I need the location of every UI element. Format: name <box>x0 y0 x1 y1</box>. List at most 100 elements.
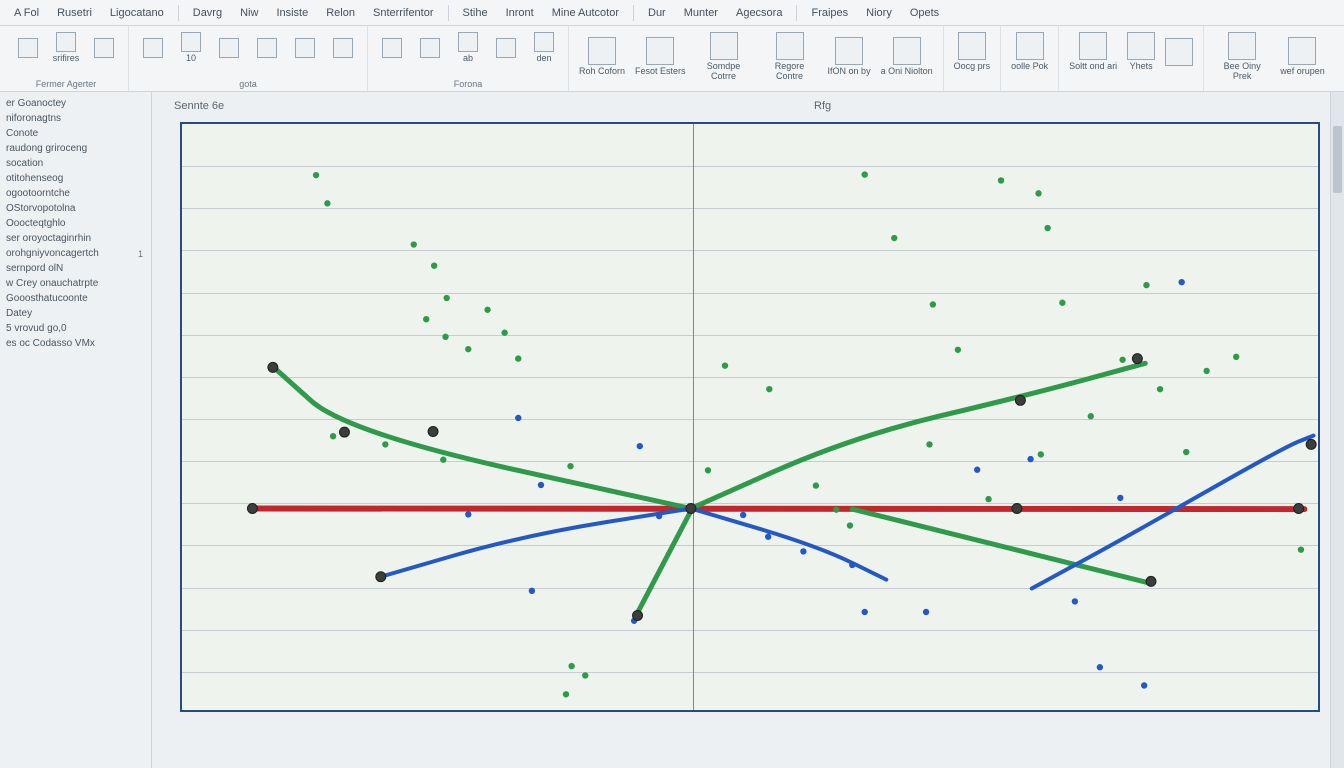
menu-item[interactable]: Ligocatano <box>102 5 172 21</box>
sidebar-item-label: OStorvopotolna <box>6 203 76 214</box>
tool-c6-label: a Oni Niolton <box>881 67 933 77</box>
sidebar-item[interactable]: sernpord olN <box>0 261 151 276</box>
tool-3[interactable] <box>88 30 120 66</box>
tool-b3-icon <box>458 32 478 52</box>
menu-item[interactable]: Munter <box>676 5 726 21</box>
menu-item[interactable]: A Fol <box>6 5 47 21</box>
tool-d1-icon <box>958 32 986 60</box>
ribbon-group-label: Fermer Agerter <box>12 79 120 89</box>
ribbon-group: 10 gota <box>129 26 368 91</box>
tool-1[interactable] <box>12 30 44 66</box>
sidebar-item-label: Conote <box>6 128 38 139</box>
menubar-separator <box>448 5 449 21</box>
sidebar-item-label: ogootoorntche <box>6 188 70 199</box>
tool-3-icon <box>94 38 114 58</box>
sidebar-item-label: raudong griroceng <box>6 143 87 154</box>
tool-g2-icon <box>1288 37 1316 65</box>
tool-c2-icon <box>646 37 674 65</box>
menu-item[interactable]: Snterrifentor <box>365 5 442 21</box>
ribbon-group: oolle Pok <box>1001 26 1059 91</box>
tool-c1-icon <box>588 37 616 65</box>
sidebar-item[interactable]: w Crey onauchatrpte <box>0 276 151 291</box>
menu-item[interactable]: Agecsora <box>728 5 790 21</box>
sidebar-item[interactable]: es oc Codasso VMx <box>0 336 151 351</box>
tool-d1[interactable]: Oocg prs <box>952 30 993 74</box>
plot-frame <box>180 122 1320 712</box>
tool-c2-label: Fesot Esters <box>635 67 686 77</box>
tool-f3[interactable] <box>1163 30 1195 74</box>
sidebar-item-label: er Goanoctey <box>6 98 66 109</box>
tool-e1[interactable]: oolle Pok <box>1009 30 1050 74</box>
tool-b2-icon <box>420 38 440 58</box>
tool-f2-icon <box>1127 32 1155 60</box>
ribbon-group: Oocg prs <box>944 26 1002 91</box>
tool-g1-label: Bee Oiny Prek <box>1214 62 1270 82</box>
tool-2-label: srifires <box>53 54 80 64</box>
tool-a3[interactable] <box>213 30 245 66</box>
tool-a2-label: 10 <box>186 54 196 64</box>
sidebar-item[interactable]: Datey <box>0 306 151 321</box>
menu-item[interactable]: Opets <box>902 5 947 21</box>
menubar-separator <box>178 5 179 21</box>
menu-item[interactable]: Stihe <box>455 5 496 21</box>
tool-b1[interactable] <box>376 30 408 66</box>
menu-item[interactable]: Inront <box>498 5 542 21</box>
tool-b3-label: ab <box>463 54 473 64</box>
tool-a5[interactable] <box>289 30 321 66</box>
sidebar-item[interactable]: socation <box>0 156 151 171</box>
tool-f2-label: Yhets <box>1130 62 1153 72</box>
tool-2-icon <box>56 32 76 52</box>
tool-g2[interactable]: wef orupen <box>1278 30 1327 84</box>
tool-a1[interactable] <box>137 30 169 66</box>
menu-item[interactable]: Rusetri <box>49 5 100 21</box>
menu-item[interactable]: Davrg <box>185 5 230 21</box>
tool-a6[interactable] <box>327 30 359 66</box>
tool-c3-icon <box>710 32 738 60</box>
tool-c5[interactable]: IfON on by <box>826 30 873 84</box>
sidebar: er Goanoctey niforonagtns Conote raudong gr… <box>0 92 152 768</box>
sidebar-item[interactable]: er Goanoctey <box>0 96 151 111</box>
sidebar-item-label: 5 vrovud go,0 <box>6 323 67 334</box>
tool-c4[interactable]: Regore Contre <box>760 30 820 84</box>
scrollbar-thumb[interactable] <box>1333 126 1342 194</box>
sidebar-item-label: ser oroyoctaginrhin <box>6 233 91 244</box>
menu-item[interactable]: Insiste <box>268 5 316 21</box>
tool-c2[interactable]: Fesot Esters <box>633 30 688 84</box>
menu-item[interactable]: Relon <box>318 5 363 21</box>
menu-item[interactable]: Niory <box>858 5 900 21</box>
sidebar-item[interactable]: Ooocteqtghlo <box>0 216 151 231</box>
menu-item[interactable]: Dur <box>640 5 674 21</box>
sidebar-item[interactable]: orohgniyvoncagertch1 <box>0 246 151 261</box>
tool-c1[interactable]: Roh Coforn <box>577 30 627 84</box>
sidebar-item[interactable]: Conote <box>0 126 151 141</box>
menu-item[interactable]: Mine Autcotor <box>544 5 627 21</box>
tool-c3[interactable]: Somdpe Cotrre <box>694 30 754 84</box>
tool-b4[interactable] <box>490 30 522 66</box>
tool-f2[interactable]: Yhets <box>1125 30 1157 74</box>
sidebar-item[interactable]: ser oroyoctaginrhin <box>0 231 151 246</box>
ribbon-group: Bee Oiny Prek wef orupen <box>1204 26 1335 91</box>
tool-2[interactable]: srifires <box>50 30 82 66</box>
main-area: er Goanoctey niforonagtns Conote raudong gr… <box>0 92 1344 768</box>
sidebar-item[interactable]: niforonagtns <box>0 111 151 126</box>
tool-g1[interactable]: Bee Oiny Prek <box>1212 30 1272 84</box>
sidebar-item[interactable]: otitohenseog <box>0 171 151 186</box>
sidebar-item[interactable]: 5 vrovud go,0 <box>0 321 151 336</box>
sidebar-item[interactable]: OStorvopotolna <box>0 201 151 216</box>
sidebar-item[interactable]: raudong griroceng <box>0 141 151 156</box>
tool-f1[interactable]: Soltt ond ari <box>1067 30 1119 74</box>
tool-b1-icon <box>382 38 402 58</box>
vertical-scrollbar[interactable] <box>1330 92 1344 768</box>
tool-b5[interactable]: den <box>528 30 560 66</box>
tool-a2[interactable]: 10 <box>175 30 207 66</box>
menu-item[interactable]: Niw <box>232 5 266 21</box>
sidebar-item[interactable]: Gooosthatucoonte <box>0 291 151 306</box>
tool-b3[interactable]: ab <box>452 30 484 66</box>
sidebar-item[interactable]: ogootoorntche <box>0 186 151 201</box>
tool-b2[interactable] <box>414 30 446 66</box>
tool-c6[interactable]: a Oni Niolton <box>879 30 935 84</box>
menu-item[interactable]: Fraipes <box>803 5 856 21</box>
ribbon-group-label: gota <box>137 79 359 89</box>
tool-a4[interactable] <box>251 30 283 66</box>
sidebar-item-label: otitohenseog <box>6 173 63 184</box>
